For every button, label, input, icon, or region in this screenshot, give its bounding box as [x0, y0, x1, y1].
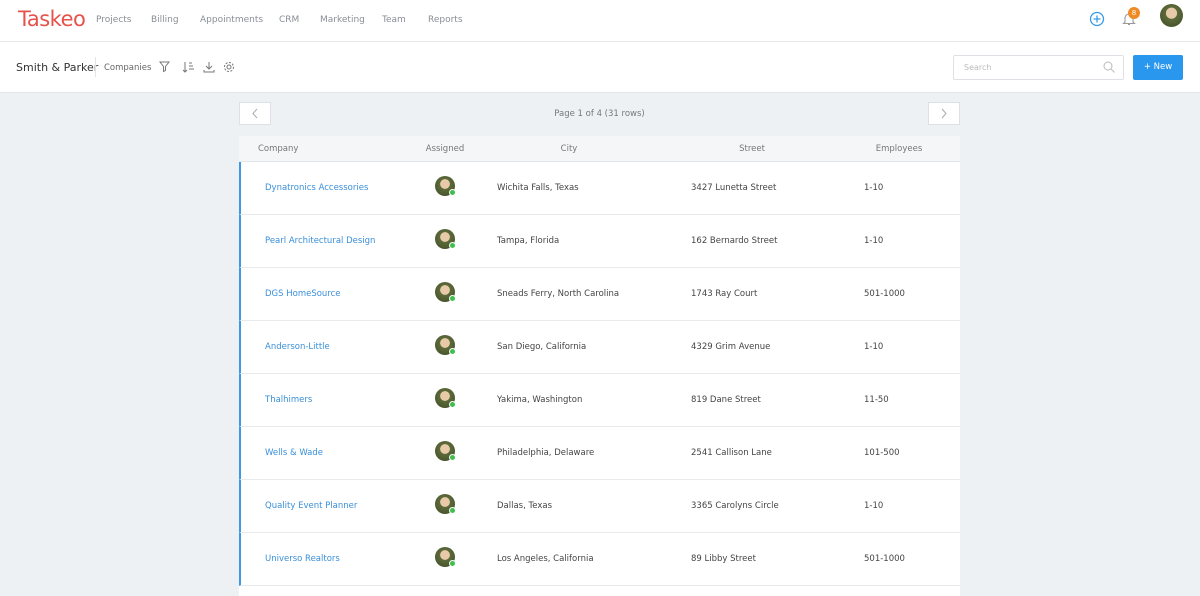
cell: Dallas, Texas: [497, 501, 553, 511]
prev-button[interactable]: [239, 102, 271, 125]
cell: 11-50: [864, 395, 889, 405]
status-dot: [449, 189, 456, 196]
column-header[interactable]: City: [560, 144, 578, 154]
search-box[interactable]: Search: [953, 55, 1124, 80]
company-link[interactable]: Quality Event Planner: [265, 501, 358, 511]
user-avatar[interactable]: [1160, 4, 1183, 27]
cell: San Diego, California: [497, 342, 587, 352]
status-dot: [449, 560, 456, 567]
table-row[interactable]: Universo Realtors Los Angeles, California…: [239, 533, 960, 586]
nav-item[interactable]: Billing: [151, 15, 179, 25]
status-dot: [449, 401, 456, 408]
company-link[interactable]: Thalhimers: [265, 395, 313, 405]
company-link[interactable]: DGS HomeSource: [265, 289, 341, 299]
toolbar-icons[interactable]: [158, 60, 242, 74]
cell: 501-1000: [864, 289, 905, 299]
column-header[interactable]: Street: [739, 144, 765, 154]
column-header[interactable]: Assigned: [425, 144, 465, 154]
table-row[interactable]: Quality Event Planner Dallas, Texas 3365 C…: [239, 480, 960, 533]
cell: 3427 Lunetta Street: [691, 183, 777, 193]
next-button[interactable]: [928, 102, 960, 125]
cell: 1-10: [864, 236, 884, 246]
nav-item[interactable]: Marketing: [320, 15, 365, 25]
table-row[interactable]: Thalhimers Yakima, Washington 819 Dane Str…: [239, 374, 960, 427]
company-link[interactable]: Wells & Wade: [265, 448, 324, 458]
cell: Sneads Ferry, North Carolina: [497, 289, 620, 299]
pager-label: Page 1 of 4 (31 rows): [554, 109, 645, 119]
cell: 501-1000: [864, 554, 905, 564]
cell: 3365 Carolyns Circle: [691, 501, 779, 511]
brand[interactable]: Taskeo: [18, 7, 86, 31]
search-icon: [1103, 61, 1115, 73]
company-link[interactable]: Pearl Architectural Design: [265, 236, 376, 246]
top-nav: Taskeo Projects Billing Appointments CRM…: [0, 0, 1200, 42]
cell: Philadelphia, Delaware: [497, 448, 595, 458]
toolbar: Smith & Parker Companies Search + New: [0, 42, 1200, 93]
status-dot: [449, 242, 456, 249]
cell: 819 Dane Street: [691, 395, 761, 405]
table-row[interactable]: Dynatronics Accessories Wichita Falls, Te…: [239, 162, 960, 215]
cell: 1743 Ray Court: [691, 289, 758, 299]
cell: 1-10: [864, 183, 884, 193]
cell: 1-10: [864, 501, 884, 511]
table-row[interactable]: Pearl Architectural Design Tampa, Florida…: [239, 215, 960, 268]
company-link[interactable]: Anderson-Little: [265, 342, 330, 352]
table-row[interactable]: DGS HomeSource Sneads Ferry, North Caroli…: [239, 268, 960, 321]
table-header: Company Assigned City Street Employees: [239, 136, 960, 162]
cell: 89 Libby Street: [691, 554, 756, 564]
nav-item[interactable]: Appointments: [200, 15, 264, 25]
cell: Tampa, Florida: [497, 236, 560, 246]
nav-item[interactable]: Projects: [96, 15, 132, 25]
nav-item[interactable]: Reports: [428, 15, 463, 25]
status-dot: [449, 295, 456, 302]
page-title: Smith & Parker: [16, 61, 99, 74]
column-header[interactable]: Company: [258, 144, 299, 154]
prev-icon: [252, 108, 258, 119]
nav-item[interactable]: Team: [382, 15, 406, 25]
cell: 101-500: [864, 448, 900, 458]
cell: 4329 Grim Avenue: [691, 342, 771, 352]
cell: Los Angeles, California: [497, 554, 594, 564]
status-dot: [449, 507, 456, 514]
view-label[interactable]: Companies: [104, 63, 152, 73]
status-dot: [449, 454, 456, 461]
company-link[interactable]: Universo Realtors: [265, 554, 340, 564]
search-placeholder: Search: [964, 63, 992, 72]
cell: 1-10: [864, 342, 884, 352]
nav-item[interactable]: CRM: [279, 15, 300, 25]
column-header[interactable]: Employees: [875, 144, 923, 154]
status-dot: [449, 348, 456, 355]
cell: Wichita Falls, Texas: [497, 183, 579, 193]
new-button[interactable]: + New: [1133, 55, 1183, 80]
cell: Yakima, Washington: [497, 395, 583, 405]
table-row[interactable]: Wells & Wade Philadelphia, Delaware 2541 C…: [239, 427, 960, 480]
table-row[interactable]: Anderson-Little San Diego, California 4329…: [239, 321, 960, 374]
divider: [95, 57, 96, 77]
next-icon: [941, 108, 947, 119]
company-link[interactable]: Dynatronics Accessories: [265, 183, 369, 193]
cell: 162 Bernardo Street: [691, 236, 778, 246]
cell: 2541 Callison Lane: [691, 448, 772, 458]
notification-badge: 8: [1128, 7, 1140, 19]
companies-table: Company Assigned City Street Employees D…: [239, 136, 960, 596]
add-icon[interactable]: [1089, 11, 1105, 27]
